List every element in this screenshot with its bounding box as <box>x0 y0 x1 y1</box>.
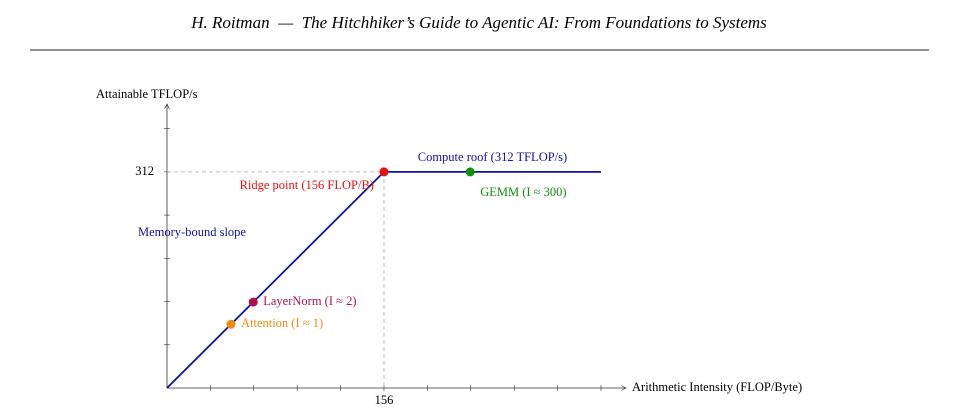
point-label: LayerNorm (I ≈ 2) <box>263 294 356 308</box>
data-point <box>226 319 236 329</box>
data-point <box>465 167 475 177</box>
roof-line <box>166 171 385 389</box>
y-axis-label: Attainable TFLOP/s <box>96 87 198 101</box>
x-tick-label: 156 <box>375 393 394 407</box>
point-label: Ridge point (156 FLOP/B) <box>240 178 374 192</box>
y-tick-label: 312 <box>135 164 154 178</box>
data-point <box>379 167 389 177</box>
data-point <box>248 297 258 307</box>
x-axis-label: Arithmetic Intensity (FLOP/Byte) <box>632 380 802 394</box>
series-label: Compute roof (312 TFLOP/s) <box>418 150 567 164</box>
point-label: Attention (I ≈ 1) <box>241 316 323 330</box>
running-header: H. Roitman — The Hitchhiker’s Guide to A… <box>190 13 767 32</box>
series-label: Memory-bound slope <box>138 225 246 239</box>
point-label: GEMM (I ≈ 300) <box>480 185 566 199</box>
